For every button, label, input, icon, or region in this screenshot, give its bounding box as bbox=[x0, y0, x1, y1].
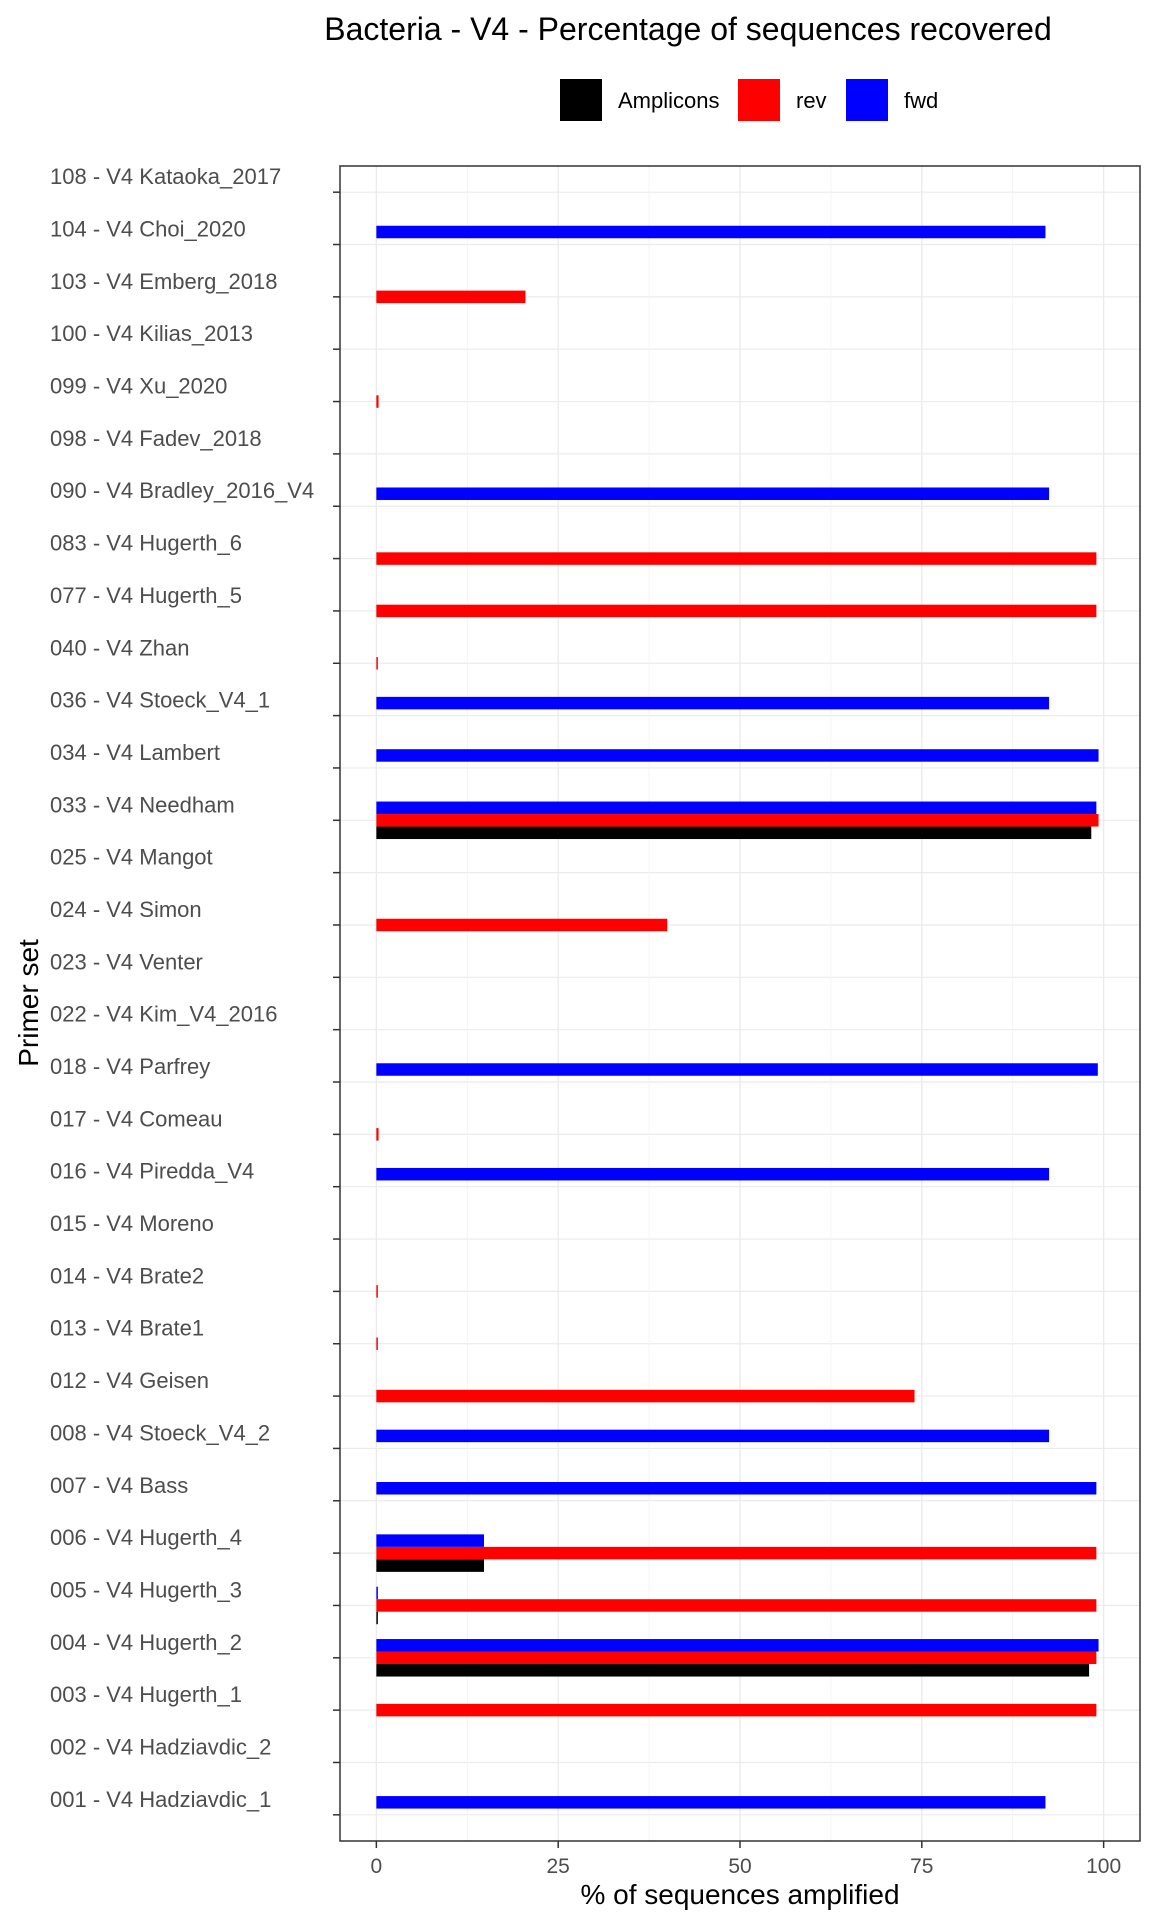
bar-fwd-24 bbox=[376, 1429, 1050, 1443]
legend-label-fwd: fwd bbox=[904, 88, 938, 113]
bar-rev-4 bbox=[376, 395, 379, 408]
bar-fwd-28 bbox=[376, 1639, 1099, 1652]
y-tick-label: 022 - V4 Kim_V4_2016 bbox=[50, 1002, 278, 1027]
bar-rev-12 bbox=[376, 814, 1099, 827]
bar-amplicons-27 bbox=[376, 1611, 378, 1625]
x-tick-label: 100 bbox=[1086, 1855, 1121, 1878]
bar-rev-14 bbox=[376, 918, 668, 932]
bar-amplicons-26 bbox=[376, 1559, 484, 1572]
y-tick-label: 090 - V4 Bradley_2016_V4 bbox=[50, 478, 314, 503]
x-tick-label: 0 bbox=[371, 1855, 383, 1878]
legend-key-fwd bbox=[846, 79, 888, 121]
bar-rev-18 bbox=[376, 1128, 379, 1141]
y-tick-label: 104 - V4 Choi_2020 bbox=[50, 217, 246, 242]
x-tick-label: 75 bbox=[910, 1855, 933, 1878]
bar-fwd-27 bbox=[376, 1586, 378, 1600]
y-tick-label: 015 - V4 Moreno bbox=[50, 1211, 214, 1236]
x-axis: 0 25 50 75 100 bbox=[371, 1841, 1121, 1878]
bar-rev-21 bbox=[376, 1285, 378, 1298]
legend: Amplicons rev fwd bbox=[560, 79, 938, 121]
bar-amplicons-12 bbox=[376, 826, 1092, 840]
y-tick-label: 002 - V4 Hadziavdic_2 bbox=[50, 1734, 271, 1759]
bar-rev-9 bbox=[376, 657, 378, 670]
y-tick-label: 001 - V4 Hadziavdic_1 bbox=[50, 1787, 271, 1812]
y-tick-label: 012 - V4 Geisen bbox=[50, 1368, 209, 1393]
bar-fwd-12 bbox=[376, 801, 1097, 815]
y-tick-label: 077 - V4 Hugerth_5 bbox=[50, 583, 242, 608]
bar-rev-8 bbox=[376, 604, 1097, 618]
chart-title: Bacteria - V4 - Percentage of sequences … bbox=[324, 11, 1052, 47]
y-tick-label: 108 - V4 Kataoka_2017 bbox=[50, 164, 281, 189]
y-tick-label: 006 - V4 Hugerth_4 bbox=[50, 1525, 242, 1550]
legend-key-rev bbox=[738, 79, 780, 121]
bars bbox=[376, 225, 1099, 1809]
y-tick-label: 018 - V4 Parfrey bbox=[50, 1054, 210, 1079]
x-tick-label: 50 bbox=[728, 1855, 751, 1878]
y-tick-label: 024 - V4 Simon bbox=[50, 897, 202, 922]
y-axis: 108 - V4 Kataoka_2017 104 - V4 Choi_2020 1… bbox=[50, 164, 340, 1816]
y-tick-label: 007 - V4 Bass bbox=[50, 1473, 188, 1498]
bar-fwd-10 bbox=[376, 696, 1050, 710]
bar-rev-27 bbox=[376, 1599, 1097, 1612]
bar-fwd-17 bbox=[376, 1063, 1098, 1076]
bar-fwd-31 bbox=[376, 1796, 1046, 1809]
bar-fwd-25 bbox=[376, 1482, 1097, 1495]
legend-label-rev: rev bbox=[796, 88, 827, 113]
y-tick-label: 034 - V4 Lambert bbox=[50, 740, 220, 765]
bar-rev-7 bbox=[376, 552, 1097, 565]
legend-label-amplicons: Amplicons bbox=[618, 88, 719, 113]
y-tick-label: 100 - V4 Kilias_2013 bbox=[50, 321, 253, 346]
y-tick-label: 016 - V4 Piredda_V4 bbox=[50, 1159, 254, 1184]
y-tick-label: 103 - V4 Emberg_2018 bbox=[50, 269, 278, 294]
y-tick-label: 013 - V4 Brate1 bbox=[50, 1316, 204, 1341]
y-tick-label: 036 - V4 Stoeck_V4_1 bbox=[50, 688, 270, 713]
y-tick-label: 033 - V4 Needham bbox=[50, 792, 235, 817]
bar-rev-26 bbox=[376, 1546, 1097, 1560]
y-tick-label: 008 - V4 Stoeck_V4_2 bbox=[50, 1420, 270, 1445]
x-axis-title: % of sequences amplified bbox=[580, 1879, 899, 1910]
y-tick-label: 025 - V4 Mangot bbox=[50, 845, 213, 870]
bar-fwd-1 bbox=[376, 225, 1046, 239]
y-tick-label: 004 - V4 Hugerth_2 bbox=[50, 1630, 242, 1655]
y-tick-label: 099 - V4 Xu_2020 bbox=[50, 374, 227, 399]
y-tick-label: 040 - V4 Zhan bbox=[50, 635, 189, 660]
bar-fwd-6 bbox=[376, 487, 1050, 500]
y-tick-label: 005 - V4 Hugerth_3 bbox=[50, 1577, 242, 1602]
y-tick-label: 014 - V4 Brate2 bbox=[50, 1263, 204, 1288]
y-tick-label: 017 - V4 Comeau bbox=[50, 1106, 222, 1131]
bar-rev-22 bbox=[376, 1337, 378, 1350]
bar-fwd-19 bbox=[376, 1167, 1050, 1181]
legend-key-amplicons bbox=[560, 79, 602, 121]
y-tick-label: 083 - V4 Hugerth_6 bbox=[50, 531, 242, 556]
bar-rev-2 bbox=[376, 290, 526, 304]
bar-rev-29 bbox=[376, 1703, 1097, 1717]
bar-fwd-11 bbox=[376, 749, 1099, 762]
bar-fwd-26 bbox=[376, 1534, 484, 1547]
bar-rev-28 bbox=[376, 1651, 1097, 1665]
y-tick-label: 003 - V4 Hugerth_1 bbox=[50, 1682, 242, 1707]
y-tick-label: 023 - V4 Venter bbox=[50, 949, 203, 974]
y-tick-label: 098 - V4 Fadev_2018 bbox=[50, 426, 262, 451]
bar-amplicons-28 bbox=[376, 1664, 1090, 1677]
y-axis-title: Primer set bbox=[13, 939, 44, 1067]
bar-rev-23 bbox=[376, 1389, 915, 1403]
x-tick-label: 25 bbox=[547, 1855, 570, 1878]
